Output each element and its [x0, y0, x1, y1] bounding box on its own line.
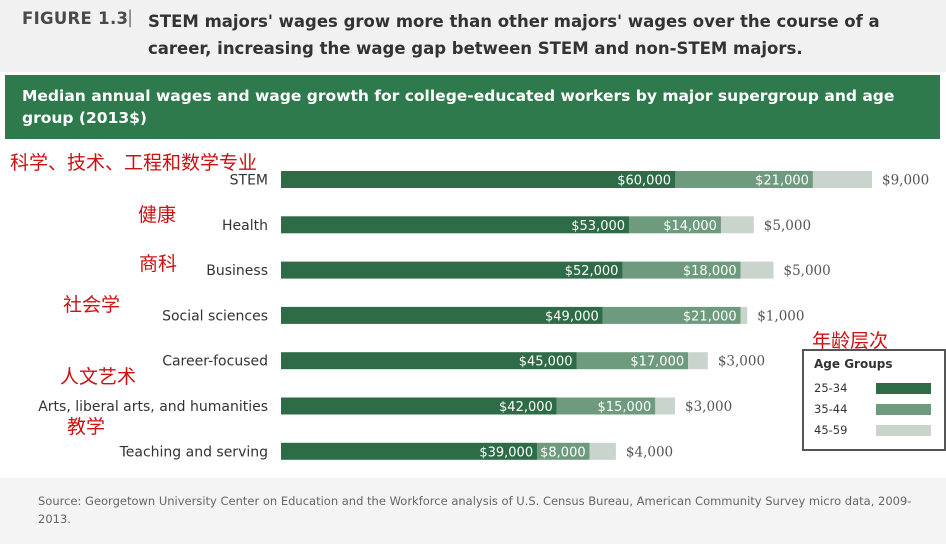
increment-value-label: $1,000 — [757, 308, 804, 324]
bar-segment-25-34 — [281, 352, 577, 370]
chinese-annotation: 社会学 — [63, 294, 120, 316]
increment-value-label: $5,000 — [764, 218, 811, 234]
legend-item-45-59: 45-59 — [814, 423, 934, 437]
bar-segment-25-34 — [281, 261, 623, 279]
bar-segment-35-44 — [675, 171, 813, 188]
segment-value-label: $18,000 — [683, 264, 737, 279]
category-label: Arts, liberal arts, and humanities — [38, 399, 268, 415]
increment-value-label: $9,000 — [882, 173, 929, 189]
category-label: Teaching and serving — [119, 444, 268, 460]
legend-swatch — [876, 383, 931, 394]
segment-value-label: $42,000 — [499, 400, 553, 415]
chinese-annotation: 教学 — [67, 416, 105, 438]
chinese-annotation: 商科 — [139, 253, 177, 275]
figure-label: FIGURE 1.3 — [22, 9, 129, 28]
segment-value-label: $17,000 — [630, 355, 684, 370]
segment-value-label: $45,000 — [519, 355, 573, 370]
bar-segment-45-59 — [812, 171, 872, 188]
bar-segment-35-44 — [537, 442, 590, 460]
bar-segment-45-59 — [720, 216, 754, 234]
figure-separator: | — [127, 7, 134, 28]
category-label: Social sciences — [162, 308, 268, 324]
bar-segment-35-44 — [602, 306, 741, 324]
bar-segment-25-34 — [281, 397, 557, 415]
bar-segment-25-34 — [281, 216, 630, 234]
legend-title: Age Groups — [814, 357, 893, 371]
segment-value-label: $8,000 — [540, 445, 586, 460]
category-label: Career-focused — [162, 354, 268, 370]
category-label: Business — [206, 263, 268, 279]
legend-label: 35-44 — [814, 402, 848, 416]
bar-segment-25-34 — [281, 442, 538, 460]
legend: Age Groups 25-34 35-44 45-59 — [802, 349, 946, 451]
source-text: Source: Georgetown University Center on … — [38, 494, 912, 526]
legend-swatch — [876, 425, 931, 436]
figure-title-bar: FIGURE 1.3 | STEM majors' wages grow mor… — [0, 0, 946, 72]
segment-value-label: $39,000 — [479, 445, 533, 460]
bar-segment-45-59 — [688, 352, 708, 370]
legend-label: 25-34 — [814, 381, 848, 395]
figure-caption: STEM majors' wages grow more than other … — [148, 12, 880, 58]
legend-label: 45-59 — [814, 423, 848, 437]
bar-segment-35-44 — [576, 352, 689, 370]
segment-value-label: $49,000 — [545, 309, 599, 324]
segment-value-label: $52,000 — [565, 264, 619, 279]
bar-segment-25-34 — [281, 306, 603, 324]
increment-value-label: $5,000 — [784, 263, 831, 279]
bar-segment-25-34 — [281, 171, 675, 188]
legend-chinese-annotation: 年龄层次 — [812, 330, 889, 352]
bar-segment-45-59 — [740, 306, 748, 324]
bar-segment-45-59 — [655, 397, 675, 415]
increment-value-label: $3,000 — [718, 354, 765, 370]
legend-item-35-44: 35-44 — [814, 402, 934, 416]
chart-title: Median annual wages and wage growth for … — [22, 87, 895, 127]
category-label: STEM — [230, 173, 268, 189]
legend-item-25-34: 25-34 — [814, 381, 934, 395]
bar-segment-35-44 — [622, 261, 741, 279]
bar-segment-45-59 — [740, 261, 774, 279]
source-note: Source: Georgetown University Center on … — [0, 478, 946, 544]
legend-swatch — [876, 404, 931, 415]
bar-segment-45-59 — [589, 442, 616, 460]
chart-area: STEM $60,000 $21,000 $9,000 Health $53,000 $14… — [5, 139, 940, 472]
segment-value-label: $60,000 — [617, 174, 671, 189]
stacked-bar-chart: STEM $60,000 $21,000 $9,000 Health $53,000 $14… — [10, 152, 929, 460]
segment-value-label: $14,000 — [663, 219, 717, 234]
bar-segment-35-44 — [556, 397, 656, 415]
chinese-annotation: 科学、技术、工程和数学专业 — [10, 152, 257, 174]
chinese-annotation: 健康 — [138, 204, 176, 226]
segment-value-label: $21,000 — [755, 174, 809, 189]
bar-segment-35-44 — [629, 216, 721, 234]
category-label: Health — [222, 218, 268, 234]
segment-value-label: $15,000 — [598, 400, 652, 415]
increment-value-label: $3,000 — [685, 399, 732, 415]
increment-value-label: $4,000 — [626, 444, 673, 460]
chinese-annotation: 人文艺术 — [60, 366, 136, 388]
chart-header: Median annual wages and wage growth for … — [5, 75, 940, 139]
segment-value-label: $53,000 — [571, 219, 625, 234]
segment-value-label: $21,000 — [683, 309, 737, 324]
